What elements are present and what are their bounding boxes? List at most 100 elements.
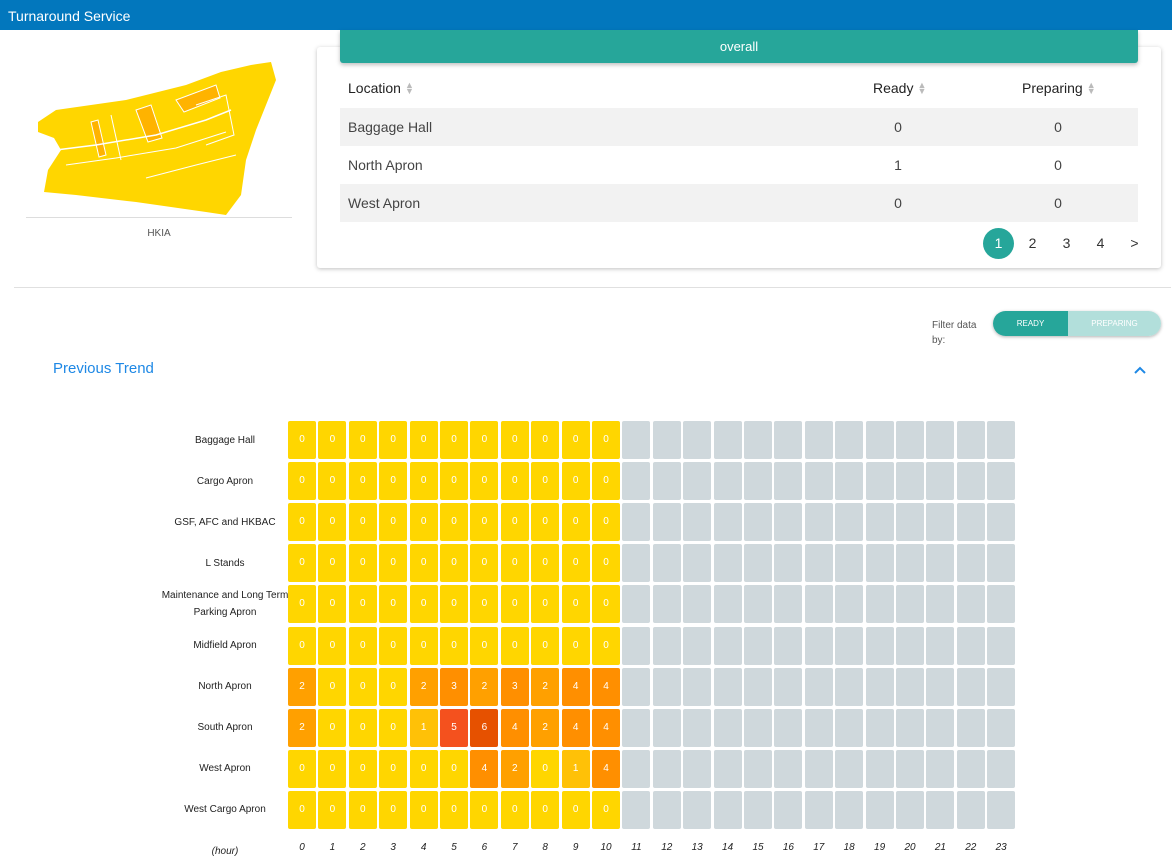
heatmap-cell[interactable] [713, 503, 742, 542]
heatmap-cell[interactable]: 0 [379, 421, 408, 459]
heatmap-cell[interactable] [987, 462, 1016, 501]
heatmap-cell[interactable]: 0 [348, 544, 377, 583]
heatmap-cell[interactable] [804, 503, 833, 542]
heatmap-cell[interactable] [652, 503, 681, 542]
heatmap-cell[interactable] [865, 503, 894, 542]
heatmap-cell[interactable]: 0 [409, 421, 438, 459]
heatmap-cell[interactable] [744, 708, 772, 747]
heatmap-cell[interactable] [956, 544, 985, 583]
page-2-button[interactable]: 2 [1028, 235, 1037, 251]
heatmap-cell[interactable] [865, 544, 894, 583]
heatmap-cell[interactable] [774, 462, 803, 501]
heatmap-cell[interactable] [865, 708, 894, 747]
heatmap-cell[interactable]: 4 [470, 749, 499, 788]
heatmap-cell[interactable]: 0 [561, 790, 590, 829]
heatmap-cell[interactable] [987, 421, 1016, 459]
heatmap-cell[interactable] [622, 667, 651, 706]
heatmap-cell[interactable]: 2 [531, 708, 560, 747]
heatmap-cell[interactable] [744, 749, 772, 788]
heatmap-cell[interactable] [835, 708, 864, 747]
heatmap-cell[interactable] [713, 790, 742, 829]
heatmap-cell[interactable] [956, 462, 985, 501]
table-row[interactable]: Baggage Hall 0 0 [340, 108, 1138, 146]
heatmap-cell[interactable] [896, 790, 924, 829]
heatmap-cell[interactable]: 0 [409, 626, 438, 665]
column-ready[interactable]: Ready ▲ ▼ [873, 80, 926, 96]
heatmap-cell[interactable] [956, 626, 985, 665]
heatmap-cell[interactable] [987, 708, 1016, 747]
heatmap-cell[interactable]: 0 [500, 544, 529, 583]
heatmap-cell[interactable]: 0 [440, 462, 468, 501]
heatmap-cell[interactable]: 0 [348, 667, 377, 706]
heatmap-cell[interactable] [652, 667, 681, 706]
heatmap-cell[interactable] [896, 749, 924, 788]
next-page-button[interactable]: > [1130, 235, 1139, 251]
heatmap-cell[interactable]: 5 [440, 708, 468, 747]
heatmap-cell[interactable]: 0 [440, 421, 468, 459]
heatmap-cell[interactable]: 0 [470, 585, 499, 624]
filter-preparing-button[interactable]: PREPARING [1068, 311, 1161, 336]
heatmap-cell[interactable] [926, 585, 955, 624]
heatmap-cell[interactable] [956, 749, 985, 788]
heatmap-cell[interactable] [835, 667, 864, 706]
heatmap-cell[interactable] [652, 749, 681, 788]
heatmap-cell[interactable] [683, 462, 712, 501]
heatmap-cell[interactable]: 2 [288, 667, 316, 706]
heatmap-cell[interactable] [652, 708, 681, 747]
heatmap-cell[interactable]: 0 [440, 749, 468, 788]
heatmap-cell[interactable]: 0 [348, 462, 377, 501]
heatmap-cell[interactable] [865, 667, 894, 706]
page-1-button[interactable]: 1 [983, 228, 1014, 259]
heatmap-cell[interactable] [896, 626, 924, 665]
heatmap-cell[interactable] [987, 749, 1016, 788]
heatmap-cell[interactable] [774, 790, 803, 829]
heatmap-cell[interactable] [865, 749, 894, 788]
heatmap-cell[interactable]: 0 [531, 544, 560, 583]
heatmap-cell[interactable] [744, 626, 772, 665]
heatmap-cell[interactable]: 0 [470, 462, 499, 501]
heatmap-cell[interactable] [835, 749, 864, 788]
heatmap-cell[interactable]: 0 [592, 503, 620, 542]
heatmap-cell[interactable]: 0 [531, 503, 560, 542]
heatmap-cell[interactable]: 0 [288, 544, 316, 583]
heatmap-cell[interactable] [926, 462, 955, 501]
heatmap-cell[interactable] [896, 544, 924, 583]
heatmap-cell[interactable] [744, 585, 772, 624]
heatmap-cell[interactable] [926, 667, 955, 706]
heatmap-cell[interactable] [774, 749, 803, 788]
heatmap-cell[interactable] [835, 421, 864, 459]
heatmap-cell[interactable] [622, 626, 651, 665]
heatmap-cell[interactable] [865, 626, 894, 665]
heatmap-cell[interactable]: 0 [348, 503, 377, 542]
heatmap-cell[interactable] [865, 421, 894, 459]
heatmap-cell[interactable]: 0 [288, 503, 316, 542]
heatmap-cell[interactable]: 0 [348, 790, 377, 829]
heatmap-cell[interactable]: 0 [409, 462, 438, 501]
heatmap-cell[interactable] [774, 667, 803, 706]
heatmap-cell[interactable]: 4 [592, 667, 620, 706]
heatmap-cell[interactable] [956, 790, 985, 829]
heatmap-cell[interactable] [683, 503, 712, 542]
heatmap-cell[interactable] [622, 421, 651, 459]
heatmap-cell[interactable] [652, 462, 681, 501]
column-location[interactable]: Location ▲ ▼ [348, 80, 414, 96]
heatmap-cell[interactable] [987, 585, 1016, 624]
heatmap-cell[interactable]: 0 [348, 708, 377, 747]
heatmap-cell[interactable]: 3 [500, 667, 529, 706]
heatmap-cell[interactable] [896, 708, 924, 747]
heatmap-cell[interactable] [896, 462, 924, 501]
heatmap-cell[interactable] [683, 626, 712, 665]
heatmap-cell[interactable]: 0 [561, 544, 590, 583]
heatmap-cell[interactable]: 0 [561, 503, 590, 542]
heatmap-cell[interactable]: 0 [318, 708, 347, 747]
heatmap-cell[interactable] [652, 585, 681, 624]
heatmap-cell[interactable] [683, 544, 712, 583]
column-preparing[interactable]: Preparing ▲ ▼ [1022, 80, 1096, 96]
previous-trend-title[interactable]: Previous Trend [53, 360, 154, 377]
heatmap-cell[interactable] [713, 544, 742, 583]
heatmap-cell[interactable]: 1 [561, 749, 590, 788]
heatmap-cell[interactable]: 0 [379, 626, 408, 665]
heatmap-cell[interactable] [713, 585, 742, 624]
heatmap-cell[interactable]: 0 [318, 626, 347, 665]
heatmap-cell[interactable]: 0 [379, 667, 408, 706]
